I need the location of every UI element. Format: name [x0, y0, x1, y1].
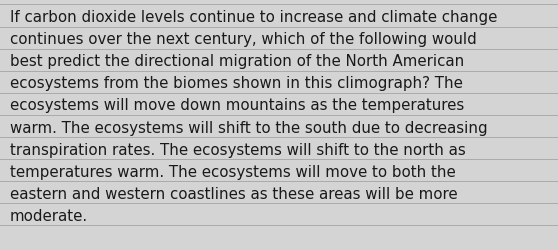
Text: transpiration rates. The ecosystems will shift to the north as: transpiration rates. The ecosystems will… — [10, 142, 466, 157]
Text: moderate.: moderate. — [10, 208, 88, 223]
Text: continues over the next century, which of the following would: continues over the next century, which o… — [10, 32, 477, 47]
Text: ecosystems will move down mountains as the temperatures: ecosystems will move down mountains as t… — [10, 98, 464, 113]
Text: best predict the directional migration of the North American: best predict the directional migration o… — [10, 54, 464, 69]
Text: warm. The ecosystems will shift to the south due to decreasing: warm. The ecosystems will shift to the s… — [10, 120, 488, 135]
Text: ecosystems from the biomes shown in this climograph? The: ecosystems from the biomes shown in this… — [10, 76, 463, 91]
Text: If carbon dioxide levels continue to increase and climate change: If carbon dioxide levels continue to inc… — [10, 10, 497, 25]
Text: eastern and western coastlines as these areas will be more: eastern and western coastlines as these … — [10, 186, 458, 201]
Text: temperatures warm. The ecosystems will move to both the: temperatures warm. The ecosystems will m… — [10, 164, 456, 179]
